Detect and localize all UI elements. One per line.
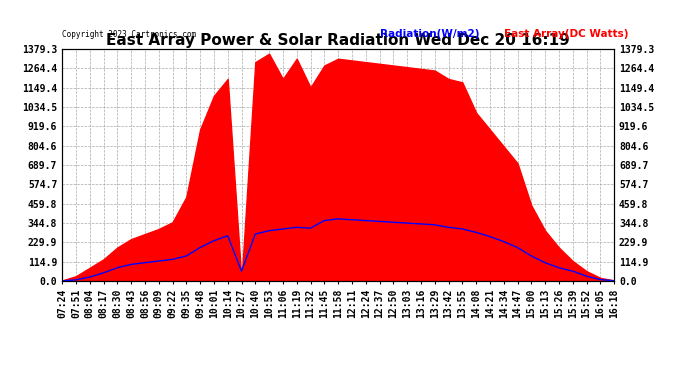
Text: East Array(DC Watts): East Array(DC Watts) xyxy=(504,29,628,39)
Text: Copyright 2023 Cartronics.com: Copyright 2023 Cartronics.com xyxy=(62,30,196,39)
Text: Radiation(W/m2): Radiation(W/m2) xyxy=(380,29,479,39)
Title: East Array Power & Solar Radiation Wed Dec 20 16:19: East Array Power & Solar Radiation Wed D… xyxy=(106,33,570,48)
